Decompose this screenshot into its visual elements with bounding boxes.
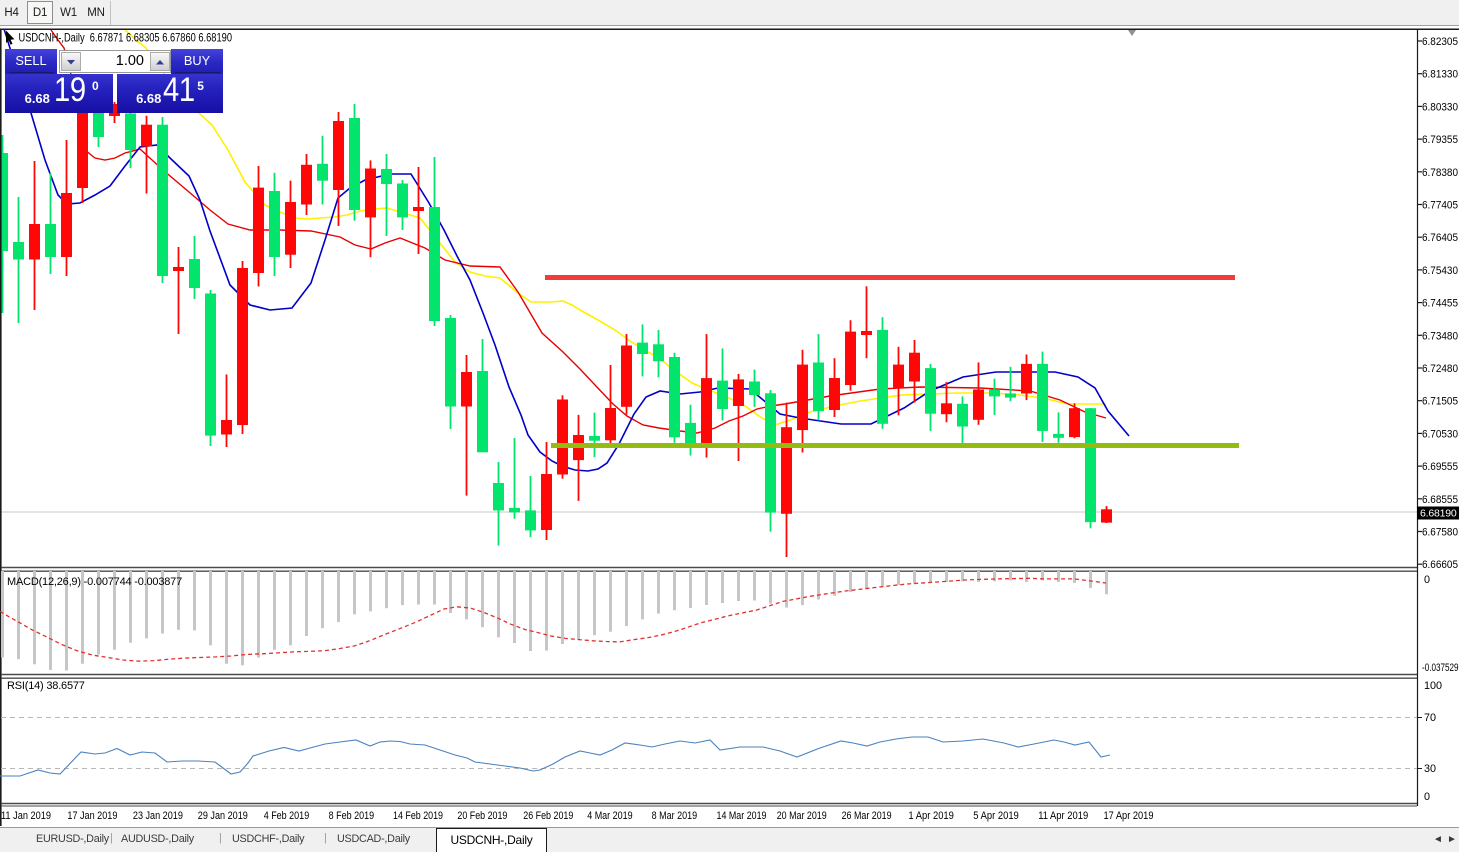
svg-text:11 Apr 2019: 11 Apr 2019 [1038,810,1088,822]
svg-text:4 Mar 2019: 4 Mar 2019 [587,810,633,822]
svg-text:70: 70 [1424,712,1436,724]
svg-text:6.81330: 6.81330 [1422,69,1458,81]
svg-text:14 Mar 2019: 14 Mar 2019 [717,810,767,822]
svg-text:6.70530: 6.70530 [1422,428,1458,440]
svg-text:20 Feb 2019: 20 Feb 2019 [457,810,507,822]
svg-text:0: 0 [1424,791,1430,803]
svg-text:6.69555: 6.69555 [1422,461,1458,473]
svg-text:6.68190: 6.68190 [1420,508,1457,520]
svg-text:6.67580: 6.67580 [1422,527,1458,539]
svg-text:6.78380: 6.78380 [1422,167,1458,179]
svg-text:6.74455: 6.74455 [1422,298,1458,310]
svg-text:23 Jan 2019: 23 Jan 2019 [133,810,183,822]
svg-text:1 Apr 2019: 1 Apr 2019 [908,810,954,822]
svg-text:17 Apr 2019: 17 Apr 2019 [1104,810,1154,822]
svg-text:USDCNH-,Daily 6.67871 6.68305: USDCNH-,Daily 6.67871 6.68305 6.67860 6.… [19,31,233,45]
svg-text:17 Jan 2019: 17 Jan 2019 [67,810,117,822]
svg-text:6.71505: 6.71505 [1422,396,1458,408]
svg-text:29 Jan 2019: 29 Jan 2019 [198,810,248,822]
svg-text:8 Feb 2019: 8 Feb 2019 [329,810,375,822]
svg-text:0: 0 [1424,574,1430,586]
svg-text:14 Feb 2019: 14 Feb 2019 [393,810,443,822]
svg-text:100: 100 [1424,680,1442,692]
svg-text:26 Feb 2019: 26 Feb 2019 [523,810,573,822]
svg-text:26 Mar 2019: 26 Mar 2019 [842,810,892,822]
svg-text:6.82305: 6.82305 [1422,36,1458,48]
svg-text:20 Mar 2019: 20 Mar 2019 [777,810,827,822]
svg-text:6.75430: 6.75430 [1422,265,1458,277]
svg-text:6.72480: 6.72480 [1422,363,1458,375]
svg-text:-0.037529: -0.037529 [1422,662,1459,674]
svg-text:30: 30 [1424,763,1436,775]
svg-text:RSI(14) 38.6577: RSI(14) 38.6577 [7,680,85,692]
svg-text:5 Apr 2019: 5 Apr 2019 [973,810,1019,822]
svg-text:6.79355: 6.79355 [1422,134,1458,146]
svg-text:6.68555: 6.68555 [1422,494,1458,506]
svg-text:6.76405: 6.76405 [1422,232,1458,244]
svg-text:6.77405: 6.77405 [1422,200,1458,212]
svg-text:11 Jan 2019: 11 Jan 2019 [1,810,51,822]
svg-text:MACD(12,26,9) -0.007744 -0.003: MACD(12,26,9) -0.007744 -0.003877 [7,576,182,588]
svg-text:6.80330: 6.80330 [1422,101,1458,113]
svg-text:6.73480: 6.73480 [1422,330,1458,342]
svg-text:8 Mar 2019: 8 Mar 2019 [652,810,698,822]
svg-text:6.66605: 6.66605 [1422,559,1458,571]
svg-text:4 Feb 2019: 4 Feb 2019 [264,810,310,822]
